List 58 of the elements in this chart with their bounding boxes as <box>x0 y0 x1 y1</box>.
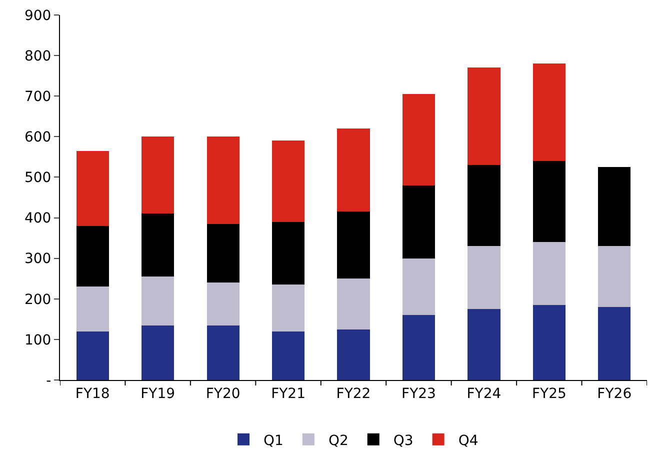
bar <box>598 167 631 246</box>
y-tick-label: 300 <box>24 251 52 268</box>
y-tick-label: 500 <box>24 170 52 186</box>
y-tick-label: 800 <box>24 48 52 64</box>
x-tick-label: FY23 <box>402 386 436 402</box>
x-tick-label: FY24 <box>466 386 502 402</box>
bar <box>76 286 109 332</box>
bar <box>337 212 370 279</box>
bar <box>402 94 436 186</box>
bar <box>272 284 305 332</box>
y-tick-label: 200 <box>24 292 52 308</box>
x-tick-label: FY18 <box>75 386 110 402</box>
bar <box>402 258 436 316</box>
bar <box>76 331 109 380</box>
legend-label: Q1 <box>264 432 284 449</box>
bar <box>206 282 240 326</box>
bar <box>272 222 305 285</box>
x-tick-label: FY19 <box>140 386 176 402</box>
y-tick-label: 600 <box>24 130 52 146</box>
y-tick-label: - <box>46 372 52 389</box>
y-tick-label: 100 <box>24 332 52 348</box>
bar <box>272 331 305 380</box>
x-tick-label: FY21 <box>271 386 306 402</box>
bar <box>76 226 109 287</box>
bar <box>142 325 174 380</box>
bar <box>598 307 631 380</box>
bar <box>142 276 174 326</box>
bar <box>142 136 174 214</box>
bar <box>206 136 240 224</box>
bar <box>76 150 109 226</box>
bar <box>468 165 500 246</box>
y-tick-label: 400 <box>24 210 52 227</box>
x-tick-label: FY22 <box>336 386 371 402</box>
bar <box>142 214 174 277</box>
x-tick-label: FY26 <box>597 386 632 402</box>
x-tick-label: FY20 <box>206 386 240 402</box>
legend-label: Q4 <box>458 432 478 449</box>
bar <box>598 246 631 307</box>
bar <box>532 242 566 305</box>
bar <box>337 329 370 380</box>
bar <box>468 309 500 380</box>
y-tick-label: 900 <box>24 8 52 24</box>
legend-label: Q2 <box>328 432 348 449</box>
bar <box>337 278 370 330</box>
bar <box>532 64 566 161</box>
bar <box>532 304 566 380</box>
bar <box>337 128 370 212</box>
bar <box>272 140 305 222</box>
legend-label: Q3 <box>393 432 414 449</box>
bar <box>402 185 436 258</box>
bar <box>206 224 240 283</box>
bar <box>532 161 566 242</box>
bar <box>206 325 240 380</box>
bar <box>468 246 500 310</box>
y-tick-label: 700 <box>24 89 52 106</box>
bar <box>402 315 436 380</box>
x-tick-label: FY25 <box>532 386 566 402</box>
bar <box>468 68 500 166</box>
